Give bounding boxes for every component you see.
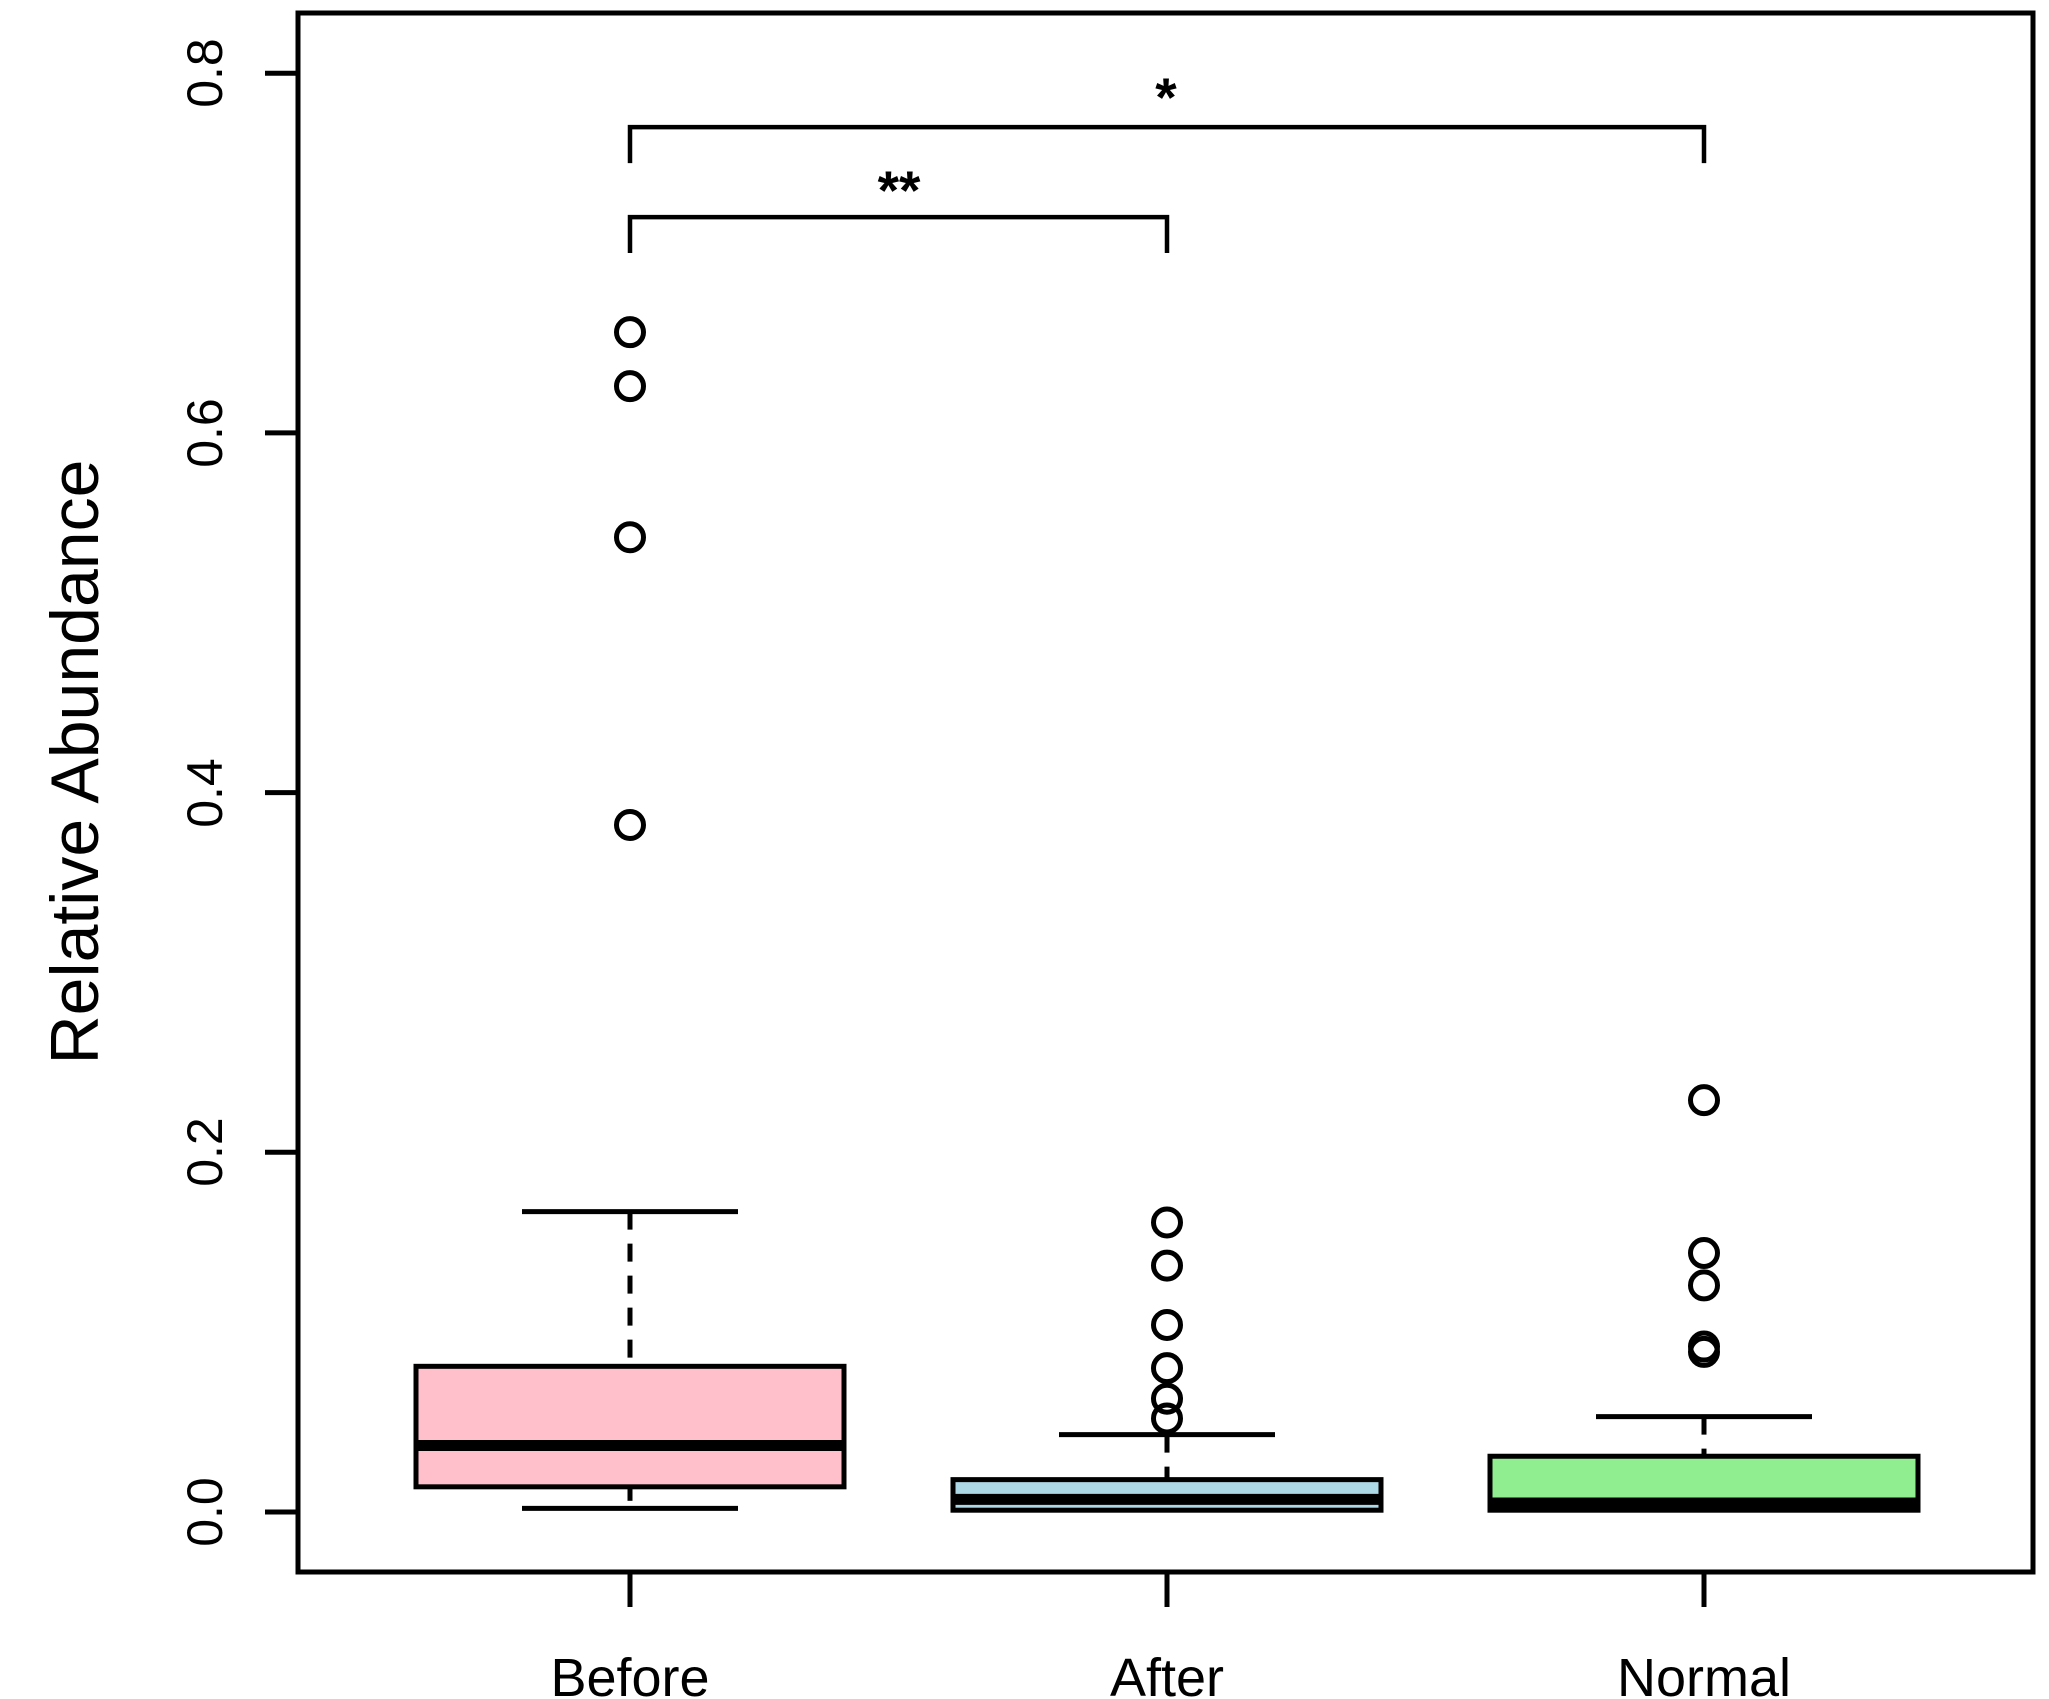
outlier-point-before [614,316,646,349]
y-tick-label-0.0: 0.0 [177,1477,233,1547]
outlier-point-before [614,808,646,841]
y-tick-label-0.4: 0.4 [177,758,233,828]
y-tick-label-0.8: 0.8 [177,38,233,108]
outlier-point-after [1151,1402,1183,1435]
outlier-point-normal [1688,1237,1720,1270]
boxplot-boxes [413,316,1921,1513]
outlier-point-after [1151,1206,1183,1239]
significance-label-before-normal: * [1155,66,1177,128]
x-category-label-normal: Normal [1617,1648,1791,1699]
outlier-point-normal [1688,1084,1720,1117]
bracket-before-after [627,214,1170,254]
significance-label-before-after: ** [878,159,921,221]
outlier-point-after [1151,1308,1183,1341]
outlier-point-after [1151,1352,1183,1385]
outlier-point-normal [1688,1330,1720,1363]
outlier-point-before [614,521,646,554]
outlier-point-normal [1688,1269,1720,1302]
significance-brackets [627,124,1707,254]
box-before [413,1363,847,1490]
y-tick-label-0.2: 0.2 [177,1117,233,1187]
outlier-point-after [1151,1382,1183,1415]
outlier-point-after [1151,1249,1183,1282]
y-axis-title: Relative Abundance [37,460,113,1065]
axis-ticks [265,70,1707,1607]
x-category-label-after: After [1110,1648,1224,1699]
bracket-before-normal [627,124,1707,164]
x-category-label-before: Before [550,1648,709,1699]
y-tick-label-0.6: 0.6 [177,398,233,468]
outlier-point-before [614,370,646,403]
